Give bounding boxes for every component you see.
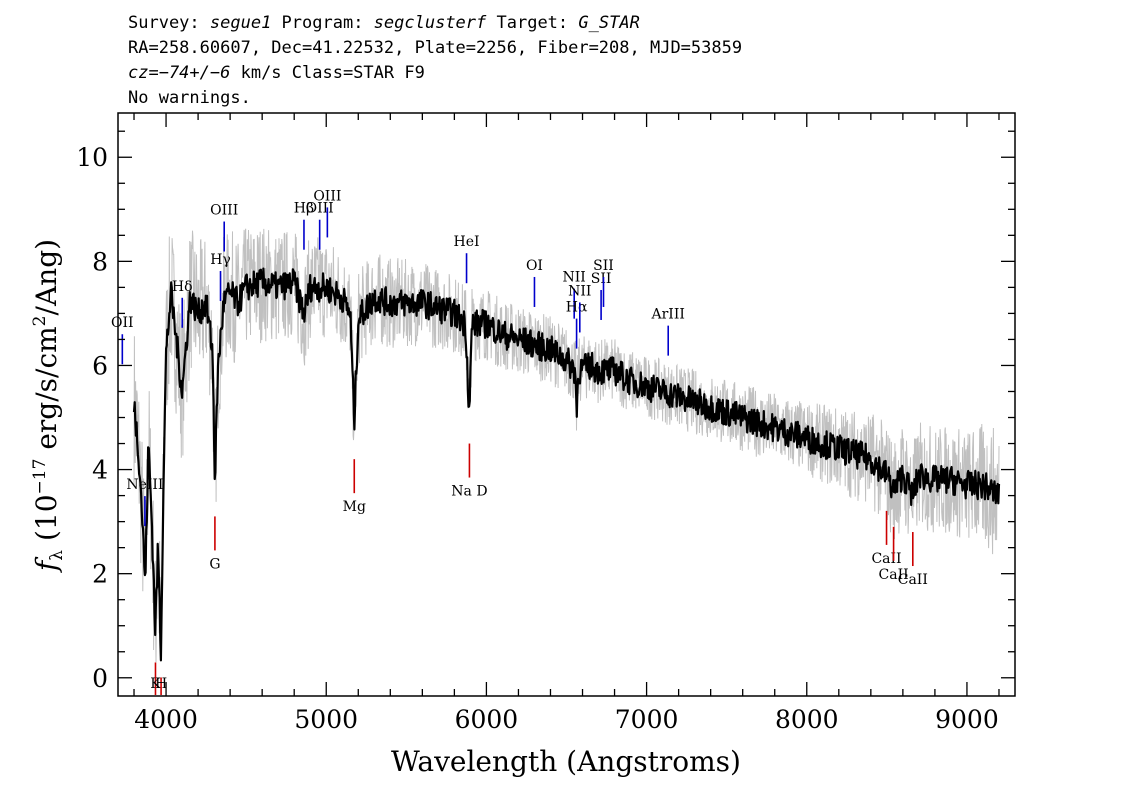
emission-line-label: Hα xyxy=(566,300,588,316)
emission-line-label: SII xyxy=(591,271,612,287)
y-tick-label: 6 xyxy=(92,351,108,380)
axis-tick-labels: 4000 5000 6000 7000 8000 9000 0 2 4 6 8 10 xyxy=(76,143,999,734)
emission-line-label: Hγ xyxy=(210,252,231,268)
y-axis-title: fλ (10−17 erg/s/cm2/Ang) xyxy=(30,239,67,573)
y-tick-label: 8 xyxy=(92,247,108,276)
noise-flux-trace xyxy=(133,228,1000,663)
axis-ticks xyxy=(118,113,1015,696)
absorption-line-label: CaII xyxy=(879,567,909,583)
y-tick-label: 4 xyxy=(92,456,108,485)
x-tick-label: 9000 xyxy=(935,705,999,734)
x-tick-label: 8000 xyxy=(775,705,839,734)
emission-line-label: ArIII xyxy=(651,307,685,323)
absorption-line-label: Mg xyxy=(343,499,366,515)
emission-line-label: OIII xyxy=(210,203,238,219)
emission-line-label: OIII xyxy=(313,188,341,204)
x-tick-label: 5000 xyxy=(294,705,358,734)
x-axis-title: Wavelength (Angstroms) xyxy=(391,745,741,778)
emission-line-label: OI xyxy=(526,258,543,274)
emission-line-label: NeIII xyxy=(126,477,163,493)
y-tick-label: 2 xyxy=(92,560,108,589)
absorption-line-label: CaII xyxy=(898,572,928,588)
emission-line-label: Hβ xyxy=(294,201,314,217)
absorption-line-label: CaII xyxy=(871,551,901,567)
header-line-4: No warnings. xyxy=(128,88,251,108)
plot-frame xyxy=(117,112,1016,697)
absorption-line-label: H xyxy=(155,676,167,692)
emission-line-label: OII xyxy=(111,315,134,331)
smoothed-flux-series xyxy=(132,267,1001,662)
absorption-line-label: K xyxy=(150,676,161,692)
emission-line-label: HeI xyxy=(454,234,480,250)
x-tick-label: 6000 xyxy=(455,705,519,734)
absorption-line-label: G xyxy=(209,556,220,572)
header-block: Survey: segue1 Program: segclusterf Targ… xyxy=(128,13,742,108)
x-tick-label: 4000 xyxy=(134,705,198,734)
emission-line-label: NII xyxy=(568,283,591,299)
y-tick-label: 10 xyxy=(76,143,108,172)
y-tick-label: 0 xyxy=(92,664,108,693)
header-line-3: cz=−74+/−6 km/s Class=STAR F9 xyxy=(128,63,425,83)
absorption-line-label: Na D xyxy=(451,484,487,500)
emission-line-label: Hδ xyxy=(172,279,193,295)
header-line-2: RA=258.60607, Dec=41.22532, Plate=2256, … xyxy=(128,38,742,58)
header-line-1: Survey: segue1 Program: segclusterf Targ… xyxy=(128,13,640,33)
x-tick-label: 7000 xyxy=(615,705,679,734)
emission-line-label: NII xyxy=(563,270,586,286)
noise-flux-series xyxy=(133,228,1000,663)
emission-line-label: SII xyxy=(593,258,614,274)
